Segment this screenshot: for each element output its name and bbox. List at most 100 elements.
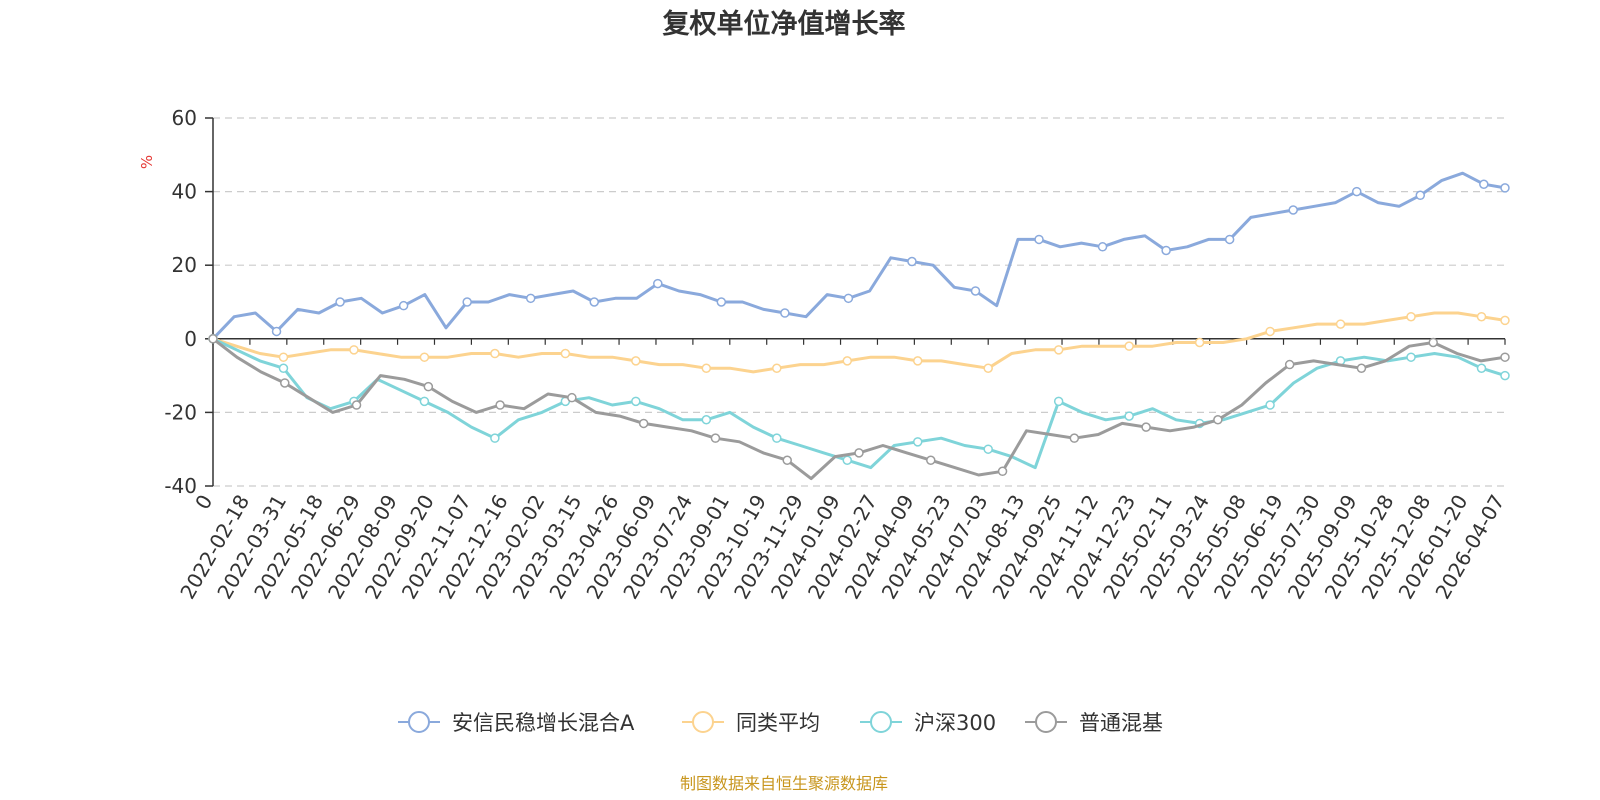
- series-marker: [1476, 311, 1487, 322]
- series-marker: [907, 256, 917, 267]
- legend-marker: [870, 711, 892, 733]
- series-marker: [1476, 363, 1487, 373]
- series-marker: [1284, 359, 1295, 370]
- y-axis: -40 -20 0 20 40 60: [164, 106, 214, 498]
- y-tick-label: -20: [164, 400, 197, 424]
- y-tick-label: 0: [184, 327, 197, 351]
- series-marker: [854, 448, 864, 458]
- series-marker: [701, 363, 712, 373]
- series-marker: [589, 297, 599, 307]
- series-marker: [419, 352, 430, 362]
- series-marker: [1500, 370, 1510, 381]
- legend-marker: [408, 711, 430, 733]
- series-3: [208, 334, 1510, 470]
- series-marker: [983, 444, 993, 454]
- series-marker: [780, 308, 790, 318]
- legend-item: 沪深300: [860, 711, 996, 735]
- series-marker: [912, 356, 923, 366]
- series-marker: [278, 363, 289, 373]
- series-1: [208, 171, 1510, 344]
- series-marker: [1194, 337, 1205, 348]
- series-marker: [1479, 179, 1489, 189]
- series-marker: [710, 433, 721, 443]
- legend: 安信民稳增长混合A 同类平均 沪深300 普通混基: [398, 711, 1163, 735]
- series-marker: [495, 400, 505, 410]
- series-marker: [926, 455, 936, 465]
- series-marker: [419, 396, 430, 407]
- legend-label: 普通混基: [1079, 711, 1163, 735]
- series-marker: [631, 356, 641, 366]
- chart-title: 复权单位净值增长率: [663, 8, 906, 40]
- series-marker: [782, 455, 792, 465]
- series-marker: [842, 356, 853, 366]
- grid-lines: [213, 117, 1505, 487]
- series-marker: [653, 278, 663, 289]
- series-marker: [1124, 411, 1134, 421]
- x-tick-label: 0: [190, 491, 217, 514]
- series-marker: [490, 348, 500, 359]
- series-marker: [1406, 352, 1416, 362]
- y-tick-label: 60: [172, 106, 197, 130]
- y-tick-label: -40: [164, 474, 197, 498]
- legend-item: 同类平均: [682, 711, 820, 735]
- series-marker: [631, 396, 641, 407]
- series-4: [208, 334, 1510, 481]
- series-marker: [1097, 242, 1108, 252]
- legend-label: 同类平均: [736, 711, 820, 735]
- series-marker: [1124, 341, 1134, 351]
- series-marker: [1265, 326, 1275, 337]
- legend-item: 普通混基: [1025, 711, 1163, 735]
- y-tick-label: 40: [172, 180, 197, 204]
- series-marker: [335, 297, 345, 307]
- series-marker: [462, 297, 472, 307]
- series-marker: [843, 293, 854, 304]
- series-marker: [280, 378, 290, 388]
- series-marker: [1500, 183, 1510, 193]
- series-marker: [525, 293, 536, 304]
- series-marker: [701, 415, 712, 425]
- series-marker: [1141, 422, 1151, 432]
- series-marker: [349, 345, 359, 355]
- series-marker: [1213, 415, 1223, 425]
- legend-label: 安信民稳增长混合A: [452, 711, 635, 735]
- series-marker: [716, 297, 727, 307]
- series-marker: [970, 286, 981, 296]
- series-marker: [490, 433, 500, 443]
- series-group: [208, 171, 1510, 481]
- legend-marker: [1035, 711, 1057, 733]
- series-marker: [423, 381, 434, 392]
- series-line: [211, 171, 1506, 340]
- series-marker: [1224, 234, 1235, 245]
- series-marker: [772, 363, 782, 373]
- series-marker: [1356, 363, 1367, 373]
- x-axis: 02022-02-182022-03-312022-05-182022-06-2…: [175, 338, 1509, 603]
- series-marker: [1428, 337, 1438, 348]
- series-marker: [1415, 190, 1426, 201]
- series-marker: [567, 392, 577, 403]
- series-marker: [560, 348, 571, 359]
- series-marker: [1351, 186, 1362, 197]
- series-marker: [1161, 245, 1171, 256]
- series-marker: [772, 433, 782, 443]
- series-marker: [208, 334, 218, 344]
- series-marker: [842, 455, 853, 465]
- series-marker: [398, 300, 409, 311]
- series-marker: [912, 437, 923, 447]
- series-marker: [1053, 396, 1064, 407]
- series-marker: [1034, 234, 1044, 245]
- series-2: [208, 311, 1510, 374]
- source-note: 制图数据来自恒生聚源数据库: [680, 774, 888, 793]
- legend-marker: [692, 711, 714, 733]
- series-marker: [997, 466, 1008, 477]
- series-marker: [1069, 433, 1080, 443]
- series-line: [212, 311, 1506, 374]
- series-marker: [1406, 311, 1416, 322]
- y-axis-unit: %: [138, 155, 156, 169]
- series-marker: [1500, 352, 1510, 362]
- legend-label: 沪深300: [914, 711, 996, 735]
- series-marker: [278, 352, 289, 362]
- series-marker: [271, 326, 282, 337]
- series-marker: [1288, 205, 1298, 215]
- series-marker: [1335, 319, 1346, 329]
